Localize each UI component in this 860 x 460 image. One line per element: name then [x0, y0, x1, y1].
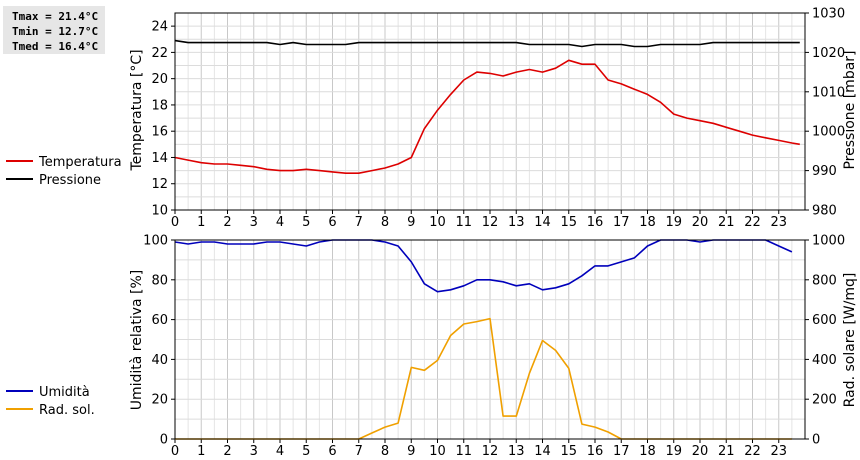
x-tick-label: 13: [508, 215, 525, 230]
y-tick-label-right: 1020: [812, 46, 845, 61]
y-axis-label-left: Temperatura [°C]: [129, 49, 145, 171]
stats-box: Tmax = 21.4°C Tmin = 12.7°C Tmed = 16.4°…: [3, 6, 105, 54]
y-tick-label-right: 600: [812, 313, 837, 328]
legend-bottom: Umidità Rad. sol.: [6, 385, 95, 418]
series-line-temperatura: [174, 59, 800, 174]
x-tick-label: 20: [692, 444, 709, 459]
x-tick-label: 23: [770, 215, 787, 230]
x-tick-label: 4: [276, 215, 284, 230]
x-tick-label: 1: [197, 215, 205, 230]
x-tick-label: 1: [197, 444, 205, 459]
x-tick-label: 21: [718, 444, 735, 459]
y-tick-label-right: 0: [812, 433, 820, 448]
x-tick-label: 8: [381, 444, 389, 459]
y-tick-label-left: 20: [151, 72, 168, 87]
legend-label-radsol: Rad. sol.: [39, 403, 95, 418]
y-axis-label-right: Rad. solare [W/mq]: [842, 273, 858, 408]
x-tick-label: 22: [744, 444, 761, 459]
y-tick-label-right: 1010: [812, 85, 845, 100]
tmed-text: Tmed = 16.4°C: [12, 40, 99, 53]
y-tick-label-left: 12: [151, 177, 168, 192]
x-tick-label: 21: [718, 215, 735, 230]
y-tick-label-right: 1000: [812, 234, 845, 249]
x-tick-label: 22: [744, 215, 761, 230]
x-tick-label: 8: [381, 215, 389, 230]
x-tick-label: 15: [560, 444, 577, 459]
legend-top: Temperatura Pressione: [6, 155, 122, 188]
y-tick-label-right: 990: [812, 164, 837, 179]
y-tick-label-right: 800: [812, 273, 837, 288]
x-tick-label: 7: [355, 215, 363, 230]
y-tick-label-left: 100: [143, 234, 168, 249]
y-tick-label-left: 20: [151, 393, 168, 408]
x-tick-label: 4: [276, 444, 284, 459]
x-tick-label: 16: [587, 444, 604, 459]
tmin-text: Tmin = 12.7°C: [12, 25, 99, 38]
x-tick-label: 14: [534, 215, 551, 230]
x-tick-label: 11: [455, 444, 472, 459]
y-tick-label-left: 60: [151, 313, 168, 328]
series-line-pressione: [174, 39, 800, 48]
x-tick-label: 11: [455, 215, 472, 230]
y-tick-label-left: 24: [151, 20, 168, 35]
y-tick-label-right: 400: [812, 353, 837, 368]
x-tick-label: 19: [665, 444, 682, 459]
tmax-text: Tmax = 21.4°C: [12, 10, 99, 23]
y-tick-label-left: 14: [151, 151, 168, 166]
y-tick-label-left: 0: [160, 433, 168, 448]
x-tick-label: 10: [429, 444, 446, 459]
x-tick-label: 6: [328, 215, 336, 230]
x-tick-label: 13: [508, 444, 525, 459]
x-tick-label: 23: [770, 444, 787, 459]
legend-label-pressione: Pressione: [39, 173, 101, 188]
y-tick-label-right: 1000: [812, 125, 845, 140]
legend-label-temperatura: Temperatura: [38, 155, 122, 170]
x-tick-label: 12: [482, 215, 499, 230]
y-tick-label-left: 40: [151, 353, 168, 368]
x-tick-label: 9: [407, 215, 415, 230]
chart-humidity-radiation: Umidità relativa [%] Rad. solare [W/mq] …: [129, 234, 858, 460]
y-tick-label-left: 10: [151, 204, 168, 219]
x-tick-label: 9: [407, 444, 415, 459]
x-tick-label: 18: [639, 444, 656, 459]
x-tick-label: 3: [250, 444, 258, 459]
x-tick-label: 17: [613, 215, 630, 230]
x-tick-label: 17: [613, 444, 630, 459]
series-line-umidit: [174, 239, 793, 293]
x-tick-label: 2: [223, 215, 231, 230]
x-tick-label: 7: [355, 444, 363, 459]
x-tick-label: 19: [665, 215, 682, 230]
y-axis-label-right: Pressione [mbar]: [842, 50, 858, 169]
x-tick-label: 18: [639, 215, 656, 230]
x-tick-label: 0: [171, 444, 179, 459]
x-tick-label: 0: [171, 215, 179, 230]
y-tick-label-left: 22: [151, 46, 168, 61]
x-tick-label: 5: [302, 444, 310, 459]
x-tick-label: 10: [429, 215, 446, 230]
y-axis-label-left: Umidità relativa [%]: [129, 270, 145, 411]
x-tick-label: 2: [223, 444, 231, 459]
y-tick-label-right: 200: [812, 393, 837, 408]
y-tick-label-right: 1030: [812, 7, 845, 22]
x-tick-label: 3: [250, 215, 258, 230]
y-tick-label-left: 18: [151, 98, 168, 113]
plot-frame: [174, 239, 806, 440]
legend-label-umidita: Umidità: [39, 385, 90, 400]
y-tick-label-left: 80: [151, 273, 168, 288]
y-tick-label-right: 980: [812, 204, 837, 219]
x-tick-label: 20: [692, 215, 709, 230]
x-tick-label: 15: [560, 215, 577, 230]
x-tick-label: 6: [328, 444, 336, 459]
y-tick-label-left: 16: [151, 125, 168, 140]
x-tick-label: 14: [534, 444, 551, 459]
plot-frame: [174, 12, 806, 211]
x-tick-label: 5: [302, 215, 310, 230]
x-tick-label: 16: [587, 215, 604, 230]
x-tick-label: 12: [482, 444, 499, 459]
